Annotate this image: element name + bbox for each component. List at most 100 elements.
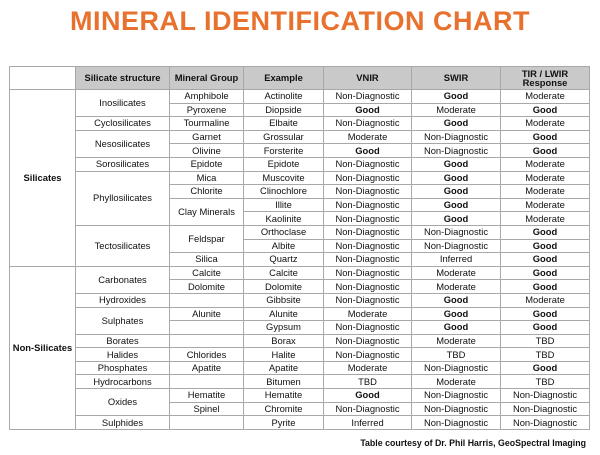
example-cell: Bitumen [243,374,324,390]
tir-cell: TBD [500,374,590,390]
example-cell: Epidote [243,156,324,172]
tir-cell: Non-Diagnostic [500,415,590,430]
structure-inosilicates: Inosilicates [75,88,170,118]
example-cell: Halite [243,347,324,362]
table-row: Clay Minerals Illite Non-Diagnostic Good… [10,197,590,226]
tir-cell: Good [500,143,590,158]
vnir-cell: Non-Diagnostic [323,320,412,335]
example-cell: Albite [243,238,324,254]
vnir-cell: Non-Diagnostic [323,116,412,131]
structure-halides: Halides [75,347,170,362]
group-empty [169,292,244,308]
example-cell: Calcite [243,265,324,281]
swir-cell: TBD [411,347,501,362]
table-row: Hydrocarbons Bitumen TBD Moderate TBD [10,374,590,390]
example-cell: Kaolinite [243,211,324,226]
structure-sulphates: Sulphates [75,306,170,335]
swir-cell: Good [411,320,501,335]
table-row: Phosphates Apatite Apatite Moderate Non-… [10,360,590,376]
table-row: Silica Quartz Non-Diagnostic Inferred Go… [10,252,590,267]
example-cell: Muscovite [243,170,324,186]
page-title: MINERAL IDENTIFICATION CHART [70,6,530,36]
swir-cell: Good [411,116,501,131]
vnir-cell: Non-Diagnostic [323,265,412,281]
example-cell: Quartz [243,252,324,267]
example-cell: Forsterite [243,143,324,158]
example-cell: Dolomite [243,279,324,294]
group-empty [169,374,244,390]
tir-cell: Good [500,129,590,145]
example-cell: Orthoclase [243,224,324,240]
table-row: Sorosilicates Epidote Epidote Non-Diagno… [10,156,590,172]
structure-sorosilicates: Sorosilicates [75,156,170,172]
vnir-cell: Non-Diagnostic [323,292,412,308]
table-row: Silicates Inosilicates Amphibole Actinol… [9,88,590,267]
example-cell: Gibbsite [243,292,324,308]
example-cell: Diopside [243,102,324,118]
table-row: Dolomite Dolomite Non-Diagnostic Moderat… [10,279,590,294]
header-tir: TIR / LWIR Response [500,66,590,90]
tir-cell: Moderate [500,211,590,226]
swir-cell: Moderate [411,279,501,294]
vnir-cell: Moderate [323,129,412,145]
tir-cell: Moderate [500,116,590,131]
vnir-cell: Moderate [323,360,412,376]
table-row: Sulphates Alunite Alunite Moderate Good … [10,306,590,335]
vnir-cell: Non-Diagnostic [323,333,412,349]
table-row: Hydroxides Gibbsite Non-Diagnostic Good … [10,292,590,308]
group-feldspar: Feldspar [169,224,244,254]
example-cell: Alunite [243,306,324,322]
table-row: Sulphides Pyrite Inferred Non-Diagnostic… [10,415,590,430]
example-cell: Hematite [243,388,324,403]
swir-cell: Non-Diagnostic [411,415,501,430]
example-cell: Chromite [243,401,324,417]
tir-cell: Moderate [500,197,590,213]
vnir-cell: Non-Diagnostic [323,279,412,294]
group-clay-minerals: Clay Minerals [169,197,244,226]
header-vnir: VNIR [323,66,412,90]
tir-cell: Moderate [500,89,590,104]
tir-cell: Non-Diagnostic [500,401,590,417]
group-tourmaline: Tourmaline [169,116,244,131]
table-row: Oxides Hematite Hematite Good Non-Diagno… [10,388,590,417]
group-empty [169,320,244,335]
table-row: Phyllosilicates Mica Muscovite Non-Diagn… [10,170,590,226]
tir-cell: TBD [500,333,590,349]
example-cell: Illite [243,197,324,213]
table-row: Borates Borax Non-Diagnostic Moderate TB… [10,333,590,349]
group-apatite: Apatite [169,360,244,376]
tir-cell: Moderate [500,156,590,172]
group-calcite: Calcite [169,265,244,281]
tir-cell: Good [500,238,590,254]
vnir-cell: Non-Diagnostic [323,252,412,267]
swir-cell: Moderate [411,265,501,281]
swir-cell: Moderate [411,102,501,118]
group-pyroxene: Pyroxene [169,102,244,118]
swir-cell: Good [411,211,501,226]
example-cell: Elbaite [243,116,324,131]
tir-cell: Good [500,279,590,294]
swir-cell: Non-Diagnostic [411,224,501,240]
structure-cyclosilicates: Cyclosilicates [75,116,170,131]
structure-phosphates: Phosphates [75,360,170,376]
structure-oxides: Oxides [75,388,170,417]
header-group: Mineral Group [169,66,244,90]
vnir-cell: TBD [323,374,412,390]
header-blank [9,66,76,90]
structure-hydroxides: Hydroxides [75,292,170,308]
mineral-table: Silicate structure Mineral Group Example… [9,66,590,430]
tir-cell: Good [500,265,590,281]
group-empty [169,333,244,349]
tir-cell: Good [500,224,590,240]
vnir-cell: Non-Diagnostic [323,401,412,417]
tir-cell: Good [500,306,590,322]
example-cell: Pyrite [243,415,324,430]
group-mica: Mica [169,170,244,186]
group-alunite: Alunite [169,306,244,322]
example-cell: Clinochlore [243,184,324,199]
group-spinel: Spinel [169,401,244,417]
vnir-cell: Non-Diagnostic [323,170,412,186]
tir-cell: Moderate [500,184,590,199]
vnir-cell: Good [323,143,412,158]
structure-phyllosilicates: Phyllosilicates [75,170,170,226]
